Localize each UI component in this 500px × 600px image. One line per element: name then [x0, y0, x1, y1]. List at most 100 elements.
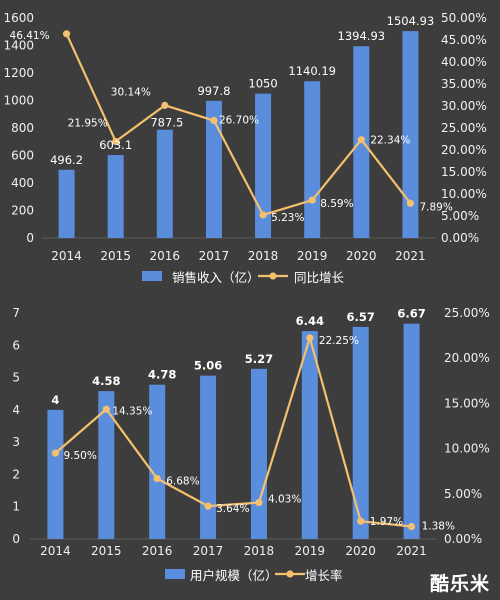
bar	[98, 391, 115, 539]
x-axis-tick-label: 2016	[150, 249, 181, 263]
line-point	[210, 116, 218, 125]
line-value-label: 6.68%	[166, 476, 199, 488]
line-value-label: 22.34%	[370, 135, 410, 147]
right-axis-tick-label: 10.00%	[444, 442, 490, 456]
x-axis-tick-label: 2020	[345, 544, 376, 558]
x-axis-tick-label: 2016	[142, 544, 173, 558]
bar	[200, 375, 217, 539]
bar-value-label: 787.5	[150, 116, 183, 130]
right-axis-tick-label: 5.00%	[441, 209, 479, 223]
bar-value-label: 1504.93	[387, 14, 435, 28]
x-axis-tick-label: 2020	[346, 249, 377, 263]
legend-bar-swatch	[142, 271, 162, 281]
left-axis-tick-label: 4	[12, 403, 20, 417]
line-value-label: 5.23%	[271, 212, 304, 224]
bar	[58, 169, 75, 238]
bar-value-label: 603.1	[99, 138, 132, 152]
bar	[352, 326, 369, 539]
x-axis-tick-label: 2015	[100, 249, 131, 263]
line-point	[153, 475, 161, 483]
line-point	[255, 498, 263, 507]
left-axis-tick-label: 1000	[3, 94, 34, 108]
right-axis-tick-label: 35.00%	[441, 77, 487, 91]
line-point	[357, 517, 365, 525]
bar	[301, 331, 318, 539]
bar-value-label: 1140.19	[288, 64, 336, 78]
left-axis-tick-label: 1	[12, 500, 20, 514]
left-axis-tick-label: 6	[12, 338, 20, 352]
line-point	[308, 196, 316, 204]
right-axis-tick-label: 40.00%	[441, 55, 487, 69]
bar-value-label: 997.8	[197, 84, 230, 98]
line-value-label: 46.41%	[10, 30, 50, 42]
legend-line-marker	[286, 570, 294, 578]
legend: 用户规模（亿） 增长率	[165, 568, 343, 583]
x-axis-tick-label: 2018	[248, 249, 279, 263]
x-axis-tick-label: 2015	[91, 544, 122, 558]
left-axis-tick-label: 1200	[3, 66, 34, 80]
line-point	[102, 405, 110, 413]
line-value-label: 21.95%	[68, 117, 108, 129]
right-axis-tick-label: 20.00%	[444, 351, 490, 365]
line-value-label: 7.89%	[419, 201, 452, 213]
left-axis-tick-label: 2	[12, 467, 20, 481]
right-axis-tick-label: 15.00%	[444, 396, 490, 410]
bar-value-label: 1050	[248, 77, 277, 91]
x-axis-tick-label: 2014	[40, 544, 71, 558]
bar-value-label: 6.67	[397, 307, 425, 321]
line-point	[51, 449, 60, 457]
line-value-label: 14.35%	[112, 405, 152, 417]
line-value-label: 30.14%	[111, 86, 151, 98]
line-point	[161, 101, 169, 109]
line-point	[204, 502, 212, 510]
x-axis-tick-label: 2021	[395, 249, 426, 263]
series-line	[54, 333, 412, 528]
right-axis-tick-label: 0.00%	[441, 231, 479, 245]
bar-value-label: 6.44	[296, 314, 324, 328]
bar-value-label: 4.58	[92, 374, 120, 388]
bar-value-label: 5.27	[245, 352, 273, 366]
legend-line-marker	[269, 272, 277, 280]
legend-label: 增长率	[305, 568, 343, 583]
bar	[205, 100, 222, 239]
x-axis-tick-label: 2018	[244, 544, 275, 558]
chart-1: 0 200 400 600 800 1000 1200 1400 1600 0.00% 5.00% 1…	[3, 11, 486, 285]
series-line	[65, 33, 412, 217]
legend-label: 销售收入（亿）	[172, 270, 260, 285]
right-axis-tick-label: 30.00%	[441, 99, 487, 113]
line-point	[357, 136, 365, 144]
bar	[255, 93, 272, 238]
legend-label: 用户规模（亿）	[190, 568, 278, 583]
bar	[402, 31, 419, 238]
right-axis-tick-label: 50.00%	[441, 11, 487, 25]
left-axis-tick-label: 5	[12, 371, 20, 385]
bar	[304, 81, 321, 238]
line-value-label: 8.59%	[320, 198, 353, 210]
legend-label: 同比增长	[294, 270, 345, 285]
left-axis-tick-label: 600	[11, 149, 34, 163]
right-axis-tick-label: 10.00%	[441, 187, 487, 201]
left-axis-tick-label: 0	[12, 532, 20, 546]
bar-value-label: 4.78	[148, 368, 176, 382]
line-point	[62, 30, 71, 38]
line-value-label: 22.25%	[319, 335, 359, 347]
chart-2: 0 1 2 3 4 5 6 7 0.00% 5.00% 10.00% 15.00% 20.00% 25.0…	[12, 306, 489, 583]
bar	[47, 409, 64, 539]
bar-value-label: 5.06	[194, 359, 222, 373]
right-axis-tick-label: 5.00%	[444, 487, 482, 501]
line-point	[306, 334, 314, 342]
watermark: 酷乐米	[429, 573, 490, 595]
left-axis-tick-label: 0	[26, 231, 34, 245]
line-value-label: 9.50%	[63, 450, 96, 462]
line-point	[407, 522, 416, 531]
x-axis-tick-label: 2019	[297, 249, 328, 263]
legend: 销售收入（亿） 同比增长	[142, 270, 345, 285]
line-value-label: 1.38%	[422, 521, 455, 533]
bar	[156, 129, 173, 238]
left-axis-tick-label: 1400	[3, 39, 34, 53]
bar	[107, 155, 124, 238]
right-axis-tick-label: 0.00%	[444, 532, 482, 546]
left-axis-tick-label: 400	[11, 176, 34, 190]
bar-value-label: 4	[51, 393, 59, 407]
